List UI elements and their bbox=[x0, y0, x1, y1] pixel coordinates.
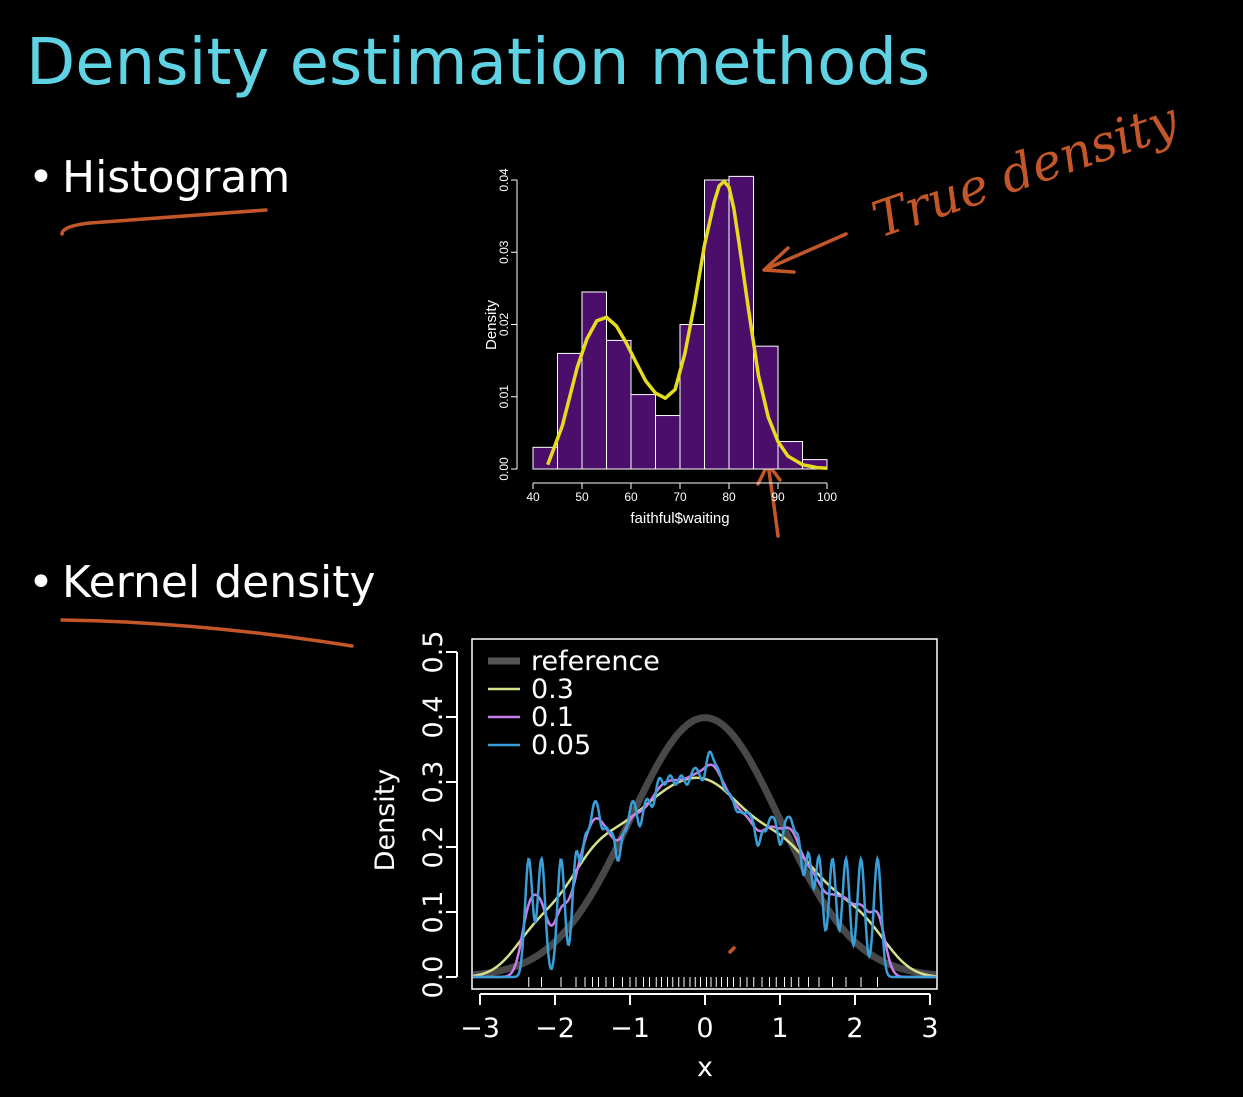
y-tick-label: 0.01 bbox=[497, 385, 511, 409]
y-tick-label: 0.0 bbox=[418, 956, 449, 999]
x-tick-label: −2 bbox=[535, 1013, 575, 1044]
true-density-curve bbox=[546, 178, 828, 471]
x-axis-label: faithful$waiting bbox=[630, 510, 729, 527]
plot-frame bbox=[471, 638, 938, 990]
x-ticks-layer: −3 −2 −1 0 1 2 3 bbox=[460, 994, 939, 1044]
y-tick-label: 0.04 bbox=[497, 168, 511, 192]
bullet-dot: • bbox=[28, 557, 54, 608]
histogram-bar bbox=[581, 291, 607, 470]
x-tick-label: 2 bbox=[846, 1013, 863, 1044]
x-tick-label: 90 bbox=[771, 490, 785, 504]
histogram-bar bbox=[557, 352, 583, 470]
x-tick-label: 50 bbox=[575, 490, 589, 504]
y-tick-label: 0.2 bbox=[418, 826, 449, 869]
histogram-chart: 40 50 60 70 80 90 100 0.00 0.01 0.02 0.03 0.04 fai… bbox=[483, 168, 837, 527]
bullet-dot: • bbox=[28, 152, 54, 203]
x-tick-label: 1 bbox=[771, 1013, 788, 1044]
x-tick-label: 40 bbox=[526, 490, 540, 504]
bars-layer bbox=[532, 175, 828, 470]
y-ticks-layer: 0.00 0.01 0.02 0.03 0.04 bbox=[497, 168, 517, 481]
legend-label: 0.3 bbox=[531, 674, 574, 705]
bullet-kernel-density-text: Kernel density bbox=[62, 557, 376, 608]
bullet-histogram-text: Histogram bbox=[62, 152, 291, 203]
y-axis-label: Density bbox=[483, 299, 500, 350]
bullet-histogram: • Histogram bbox=[28, 152, 290, 205]
rug-layer bbox=[528, 977, 878, 987]
bullet-kernel-density: • Kernel density bbox=[28, 557, 376, 610]
x-tick-label: −3 bbox=[460, 1013, 500, 1044]
histogram-bar bbox=[630, 394, 656, 470]
y-tick-label: 0.02 bbox=[497, 312, 511, 336]
density-curve-0-05 bbox=[473, 750, 936, 979]
y-tick-label: 0.03 bbox=[497, 240, 511, 264]
underline-histogram bbox=[60, 208, 268, 236]
handwritten-note: True density bbox=[865, 90, 1186, 249]
y-tick-label: 0.4 bbox=[418, 696, 449, 739]
x-tick-label: 0 bbox=[696, 1013, 713, 1044]
y-axis-label: Density bbox=[370, 769, 401, 872]
y-tick-label: 0.3 bbox=[418, 761, 449, 804]
slide-title: Density estimation methods bbox=[26, 26, 931, 100]
kernel-density-chart: −3 −2 −1 0 1 2 3 0.00.10.20.30.40.5 reference0… bbox=[370, 631, 939, 1083]
x-tick-label: 80 bbox=[722, 490, 736, 504]
x-axis-label: x bbox=[697, 1052, 713, 1083]
legend-label: reference bbox=[531, 646, 660, 677]
x-ticks-layer: 40 50 60 70 80 90 100 bbox=[526, 483, 837, 504]
x-tick-label: 60 bbox=[624, 490, 638, 504]
histogram-bar bbox=[606, 339, 632, 470]
histogram-bar bbox=[679, 324, 705, 470]
underline-kernel-density bbox=[60, 618, 354, 648]
x-tick-label: 3 bbox=[921, 1013, 938, 1044]
x-tick-label: 70 bbox=[673, 490, 687, 504]
x-tick-label: −1 bbox=[610, 1013, 650, 1044]
y-tick-label: 0.00 bbox=[497, 457, 511, 481]
legend-label: 0.1 bbox=[531, 702, 574, 733]
density-curve-0-3 bbox=[473, 776, 936, 978]
y-tick-label: 0.1 bbox=[418, 891, 449, 934]
legend-label: 0.05 bbox=[531, 730, 591, 761]
x-tick-label: 100 bbox=[817, 490, 837, 504]
histogram-bar bbox=[655, 415, 681, 470]
curves-layer bbox=[473, 714, 936, 979]
y-ticks-layer: 0.0 0.1 0.2 0.3 0.4 0.5 bbox=[418, 631, 457, 999]
y-tick-label: 0.5 bbox=[418, 631, 449, 674]
